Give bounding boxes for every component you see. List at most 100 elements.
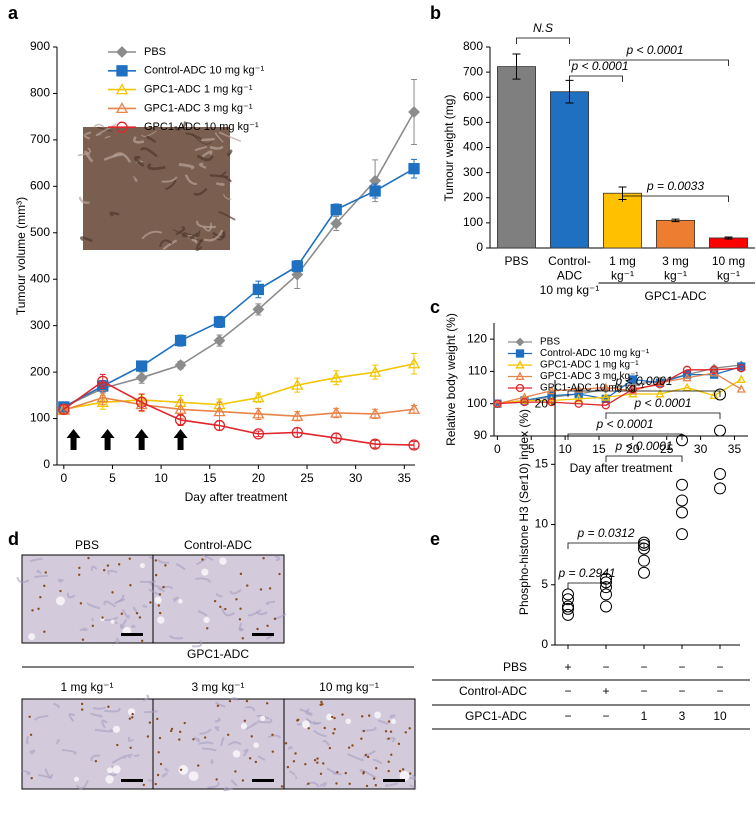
lumen — [110, 619, 115, 624]
stained-cell — [116, 743, 119, 747]
inset-texture — [195, 238, 203, 251]
marker — [213, 405, 226, 417]
stained-cell — [341, 713, 344, 716]
inset-texture — [194, 145, 208, 151]
tissue-texture — [267, 734, 282, 739]
table-cell: − — [640, 684, 647, 698]
tissue-texture — [221, 607, 236, 617]
stained-cell — [206, 627, 209, 630]
inset-texture — [215, 182, 225, 186]
marker — [330, 203, 342, 216]
stained-cell — [224, 607, 227, 611]
legend-label: GPC1-ADC 10 mg kg⁻¹ — [540, 383, 645, 394]
y-tick-label: 800 — [30, 86, 50, 100]
x-tick-label: 15 — [203, 471, 217, 485]
stained-cell — [159, 762, 163, 766]
stained-cell — [238, 618, 242, 621]
stained-cell — [235, 598, 238, 601]
x-axis-label: Day after treatment — [570, 461, 673, 475]
y-tick-label: 300 — [30, 318, 50, 332]
bracket — [567, 582, 607, 589]
inset-texture — [184, 174, 197, 186]
tissue-texture — [161, 772, 169, 778]
stained-cell — [183, 721, 186, 725]
scale-bar — [121, 633, 143, 636]
stained-cell — [319, 772, 323, 775]
stained-cell — [203, 736, 207, 739]
stained-cell — [296, 719, 299, 722]
inset-texture — [84, 150, 94, 163]
x-tick-label: 15 — [592, 442, 606, 456]
tissue-texture — [389, 714, 396, 719]
marker — [252, 391, 265, 403]
marker — [736, 384, 746, 393]
stained-cell — [366, 755, 370, 759]
stained-cell — [367, 714, 371, 717]
stained-cell — [360, 737, 363, 740]
x-tick-label: 5 — [528, 442, 535, 456]
row-label: GPC1-ADC — [465, 709, 527, 723]
inset-texture — [161, 176, 178, 183]
inset-texture — [226, 149, 233, 157]
stained-cell — [234, 770, 237, 773]
stained-cell — [111, 591, 114, 594]
panel-label: c — [430, 297, 440, 317]
lumen — [139, 563, 145, 569]
stained-cell — [169, 729, 173, 733]
inset-texture — [93, 123, 105, 128]
inset-texture — [196, 154, 214, 162]
tissue-texture — [90, 565, 98, 571]
micrograph-label: PBS — [75, 538, 99, 552]
x-tick-label: 0 — [494, 442, 501, 456]
stained-cell — [241, 779, 245, 782]
table-cell: − — [602, 709, 609, 723]
stained-cell — [170, 727, 174, 731]
tissue-texture — [406, 774, 417, 780]
marker — [737, 364, 746, 373]
stained-cell — [347, 746, 351, 749]
marker — [655, 380, 665, 389]
y-tick-label: 500 — [463, 115, 483, 129]
tissue-texture — [238, 627, 244, 632]
legend-label: PBS — [540, 337, 560, 348]
stained-cell — [389, 730, 393, 733]
y-tick-label: 400 — [463, 140, 483, 154]
inset-texture — [109, 211, 120, 217]
stained-cell — [266, 624, 269, 628]
error-bar — [512, 53, 521, 80]
tissue-texture — [29, 557, 44, 563]
table-cell: − — [678, 660, 685, 674]
marker — [546, 385, 557, 395]
inset-texture — [162, 239, 178, 251]
tissue-texture — [121, 608, 130, 619]
stained-cell — [364, 753, 368, 757]
marker — [252, 283, 265, 296]
stained-cell — [164, 564, 167, 567]
tissue-texture — [142, 694, 150, 702]
stained-cell — [273, 617, 277, 621]
marker — [736, 374, 746, 383]
stained-cell — [162, 585, 165, 589]
stained-cell — [228, 699, 232, 703]
dot — [562, 588, 574, 601]
bar — [709, 237, 748, 249]
y-tick-label: 100 — [467, 396, 487, 410]
inset-texture — [159, 239, 173, 248]
micrograph — [21, 554, 154, 644]
inset-texture — [146, 135, 157, 143]
stained-cell — [384, 730, 388, 733]
x-tick-label: Control-ADC 10 mg kg⁻¹ — [540, 254, 600, 297]
stained-cell — [31, 609, 34, 612]
dot — [676, 528, 688, 541]
marker — [546, 395, 557, 404]
tissue-texture — [305, 781, 320, 788]
bracket — [516, 37, 570, 44]
tissue-texture — [131, 624, 136, 628]
marker — [369, 438, 381, 450]
y-tick-label: 90 — [474, 428, 488, 442]
tissue-texture — [287, 745, 294, 751]
legend-marker — [115, 83, 129, 95]
tissue-texture — [101, 719, 108, 729]
lumen — [374, 711, 382, 719]
x-tick-label: 20 — [252, 471, 266, 485]
